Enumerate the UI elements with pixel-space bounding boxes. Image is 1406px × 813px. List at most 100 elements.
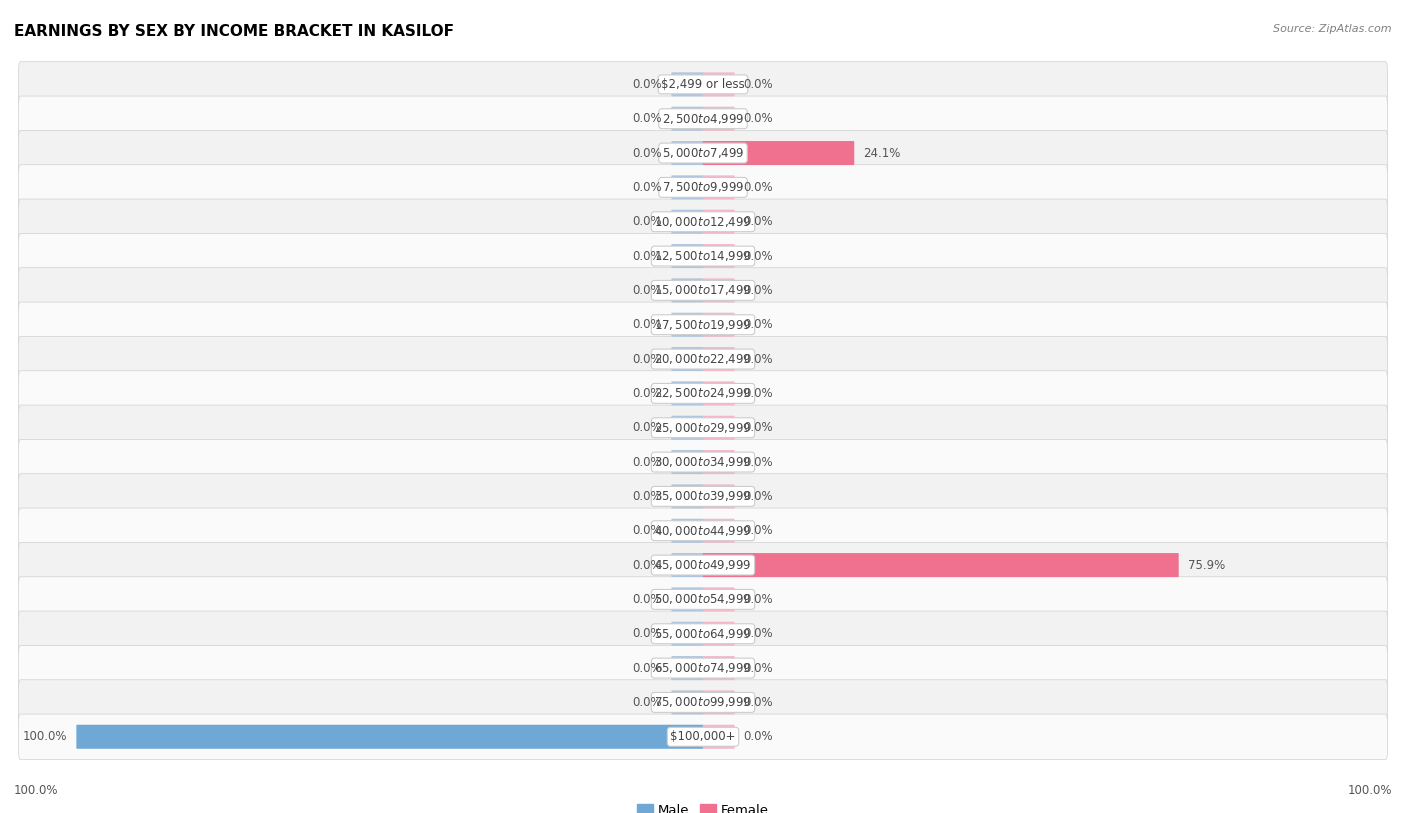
FancyBboxPatch shape bbox=[18, 337, 1388, 382]
FancyBboxPatch shape bbox=[18, 199, 1388, 245]
Text: 0.0%: 0.0% bbox=[744, 318, 773, 331]
FancyBboxPatch shape bbox=[703, 347, 734, 371]
Text: $7,500 to $9,999: $7,500 to $9,999 bbox=[662, 180, 744, 194]
Text: 0.0%: 0.0% bbox=[633, 593, 662, 606]
Text: 0.0%: 0.0% bbox=[744, 490, 773, 503]
FancyBboxPatch shape bbox=[703, 485, 734, 508]
Text: EARNINGS BY SEX BY INCOME BRACKET IN KASILOF: EARNINGS BY SEX BY INCOME BRACKET IN KAS… bbox=[14, 24, 454, 39]
Text: 0.0%: 0.0% bbox=[744, 180, 773, 193]
FancyBboxPatch shape bbox=[672, 244, 703, 268]
FancyBboxPatch shape bbox=[672, 210, 703, 234]
FancyBboxPatch shape bbox=[672, 381, 703, 406]
Text: $55,000 to $64,999: $55,000 to $64,999 bbox=[654, 627, 752, 641]
FancyBboxPatch shape bbox=[18, 439, 1388, 485]
Text: 0.0%: 0.0% bbox=[633, 250, 662, 263]
FancyBboxPatch shape bbox=[703, 210, 734, 234]
Text: $45,000 to $49,999: $45,000 to $49,999 bbox=[654, 558, 752, 572]
Text: 0.0%: 0.0% bbox=[744, 250, 773, 263]
Text: $20,000 to $22,499: $20,000 to $22,499 bbox=[654, 352, 752, 366]
Text: 0.0%: 0.0% bbox=[633, 559, 662, 572]
FancyBboxPatch shape bbox=[672, 656, 703, 680]
FancyBboxPatch shape bbox=[76, 724, 703, 749]
FancyBboxPatch shape bbox=[703, 656, 734, 680]
Text: 0.0%: 0.0% bbox=[633, 112, 662, 125]
FancyBboxPatch shape bbox=[18, 576, 1388, 622]
Text: 0.0%: 0.0% bbox=[633, 421, 662, 434]
Text: 75.9%: 75.9% bbox=[1188, 559, 1225, 572]
Text: 100.0%: 100.0% bbox=[1347, 784, 1392, 797]
FancyBboxPatch shape bbox=[18, 62, 1388, 107]
FancyBboxPatch shape bbox=[672, 587, 703, 611]
Text: $5,000 to $7,499: $5,000 to $7,499 bbox=[662, 146, 744, 160]
FancyBboxPatch shape bbox=[672, 622, 703, 646]
Text: Source: ZipAtlas.com: Source: ZipAtlas.com bbox=[1274, 24, 1392, 34]
FancyBboxPatch shape bbox=[672, 176, 703, 199]
Text: $15,000 to $17,499: $15,000 to $17,499 bbox=[654, 284, 752, 298]
FancyBboxPatch shape bbox=[18, 611, 1388, 656]
FancyBboxPatch shape bbox=[703, 553, 1178, 577]
Text: 0.0%: 0.0% bbox=[744, 284, 773, 297]
Text: 24.1%: 24.1% bbox=[863, 146, 901, 159]
Text: 0.0%: 0.0% bbox=[744, 421, 773, 434]
Text: 0.0%: 0.0% bbox=[744, 696, 773, 709]
FancyBboxPatch shape bbox=[672, 107, 703, 131]
Text: 0.0%: 0.0% bbox=[744, 524, 773, 537]
Text: 0.0%: 0.0% bbox=[633, 180, 662, 193]
Text: 100.0%: 100.0% bbox=[14, 784, 59, 797]
Text: $2,499 or less: $2,499 or less bbox=[661, 78, 745, 91]
FancyBboxPatch shape bbox=[703, 381, 734, 406]
FancyBboxPatch shape bbox=[18, 508, 1388, 554]
Text: 0.0%: 0.0% bbox=[744, 387, 773, 400]
Text: 0.0%: 0.0% bbox=[633, 387, 662, 400]
Legend: Male, Female: Male, Female bbox=[631, 799, 775, 813]
FancyBboxPatch shape bbox=[703, 690, 734, 715]
FancyBboxPatch shape bbox=[672, 141, 703, 165]
FancyBboxPatch shape bbox=[18, 371, 1388, 416]
FancyBboxPatch shape bbox=[672, 485, 703, 508]
FancyBboxPatch shape bbox=[703, 724, 734, 749]
FancyBboxPatch shape bbox=[703, 450, 734, 474]
Text: 0.0%: 0.0% bbox=[633, 490, 662, 503]
FancyBboxPatch shape bbox=[672, 450, 703, 474]
Text: 0.0%: 0.0% bbox=[633, 318, 662, 331]
Text: 0.0%: 0.0% bbox=[633, 662, 662, 675]
Text: 0.0%: 0.0% bbox=[633, 628, 662, 641]
Text: $30,000 to $34,999: $30,000 to $34,999 bbox=[654, 455, 752, 469]
Text: $12,500 to $14,999: $12,500 to $14,999 bbox=[654, 249, 752, 263]
Text: $75,000 to $99,999: $75,000 to $99,999 bbox=[654, 695, 752, 710]
Text: 0.0%: 0.0% bbox=[633, 146, 662, 159]
Text: 100.0%: 100.0% bbox=[22, 730, 67, 743]
Text: 0.0%: 0.0% bbox=[744, 112, 773, 125]
FancyBboxPatch shape bbox=[18, 233, 1388, 279]
FancyBboxPatch shape bbox=[18, 680, 1388, 725]
FancyBboxPatch shape bbox=[703, 519, 734, 543]
Text: $40,000 to $44,999: $40,000 to $44,999 bbox=[654, 524, 752, 537]
Text: 0.0%: 0.0% bbox=[744, 730, 773, 743]
FancyBboxPatch shape bbox=[18, 542, 1388, 588]
Text: 0.0%: 0.0% bbox=[633, 78, 662, 91]
Text: 0.0%: 0.0% bbox=[633, 284, 662, 297]
Text: 0.0%: 0.0% bbox=[633, 215, 662, 228]
Text: 0.0%: 0.0% bbox=[744, 662, 773, 675]
FancyBboxPatch shape bbox=[18, 474, 1388, 519]
Text: 0.0%: 0.0% bbox=[744, 455, 773, 468]
Text: $50,000 to $54,999: $50,000 to $54,999 bbox=[654, 593, 752, 606]
FancyBboxPatch shape bbox=[703, 415, 734, 440]
FancyBboxPatch shape bbox=[672, 553, 703, 577]
Text: $2,500 to $4,999: $2,500 to $4,999 bbox=[662, 111, 744, 126]
Text: $22,500 to $24,999: $22,500 to $24,999 bbox=[654, 386, 752, 400]
FancyBboxPatch shape bbox=[703, 313, 734, 337]
Text: $25,000 to $29,999: $25,000 to $29,999 bbox=[654, 421, 752, 435]
Text: $100,000+: $100,000+ bbox=[671, 730, 735, 743]
FancyBboxPatch shape bbox=[703, 278, 734, 302]
FancyBboxPatch shape bbox=[18, 646, 1388, 691]
Text: 0.0%: 0.0% bbox=[744, 628, 773, 641]
FancyBboxPatch shape bbox=[18, 302, 1388, 347]
FancyBboxPatch shape bbox=[18, 130, 1388, 176]
Text: 0.0%: 0.0% bbox=[744, 78, 773, 91]
FancyBboxPatch shape bbox=[703, 141, 855, 165]
FancyBboxPatch shape bbox=[18, 714, 1388, 759]
Text: 0.0%: 0.0% bbox=[744, 215, 773, 228]
FancyBboxPatch shape bbox=[672, 690, 703, 715]
FancyBboxPatch shape bbox=[703, 107, 734, 131]
